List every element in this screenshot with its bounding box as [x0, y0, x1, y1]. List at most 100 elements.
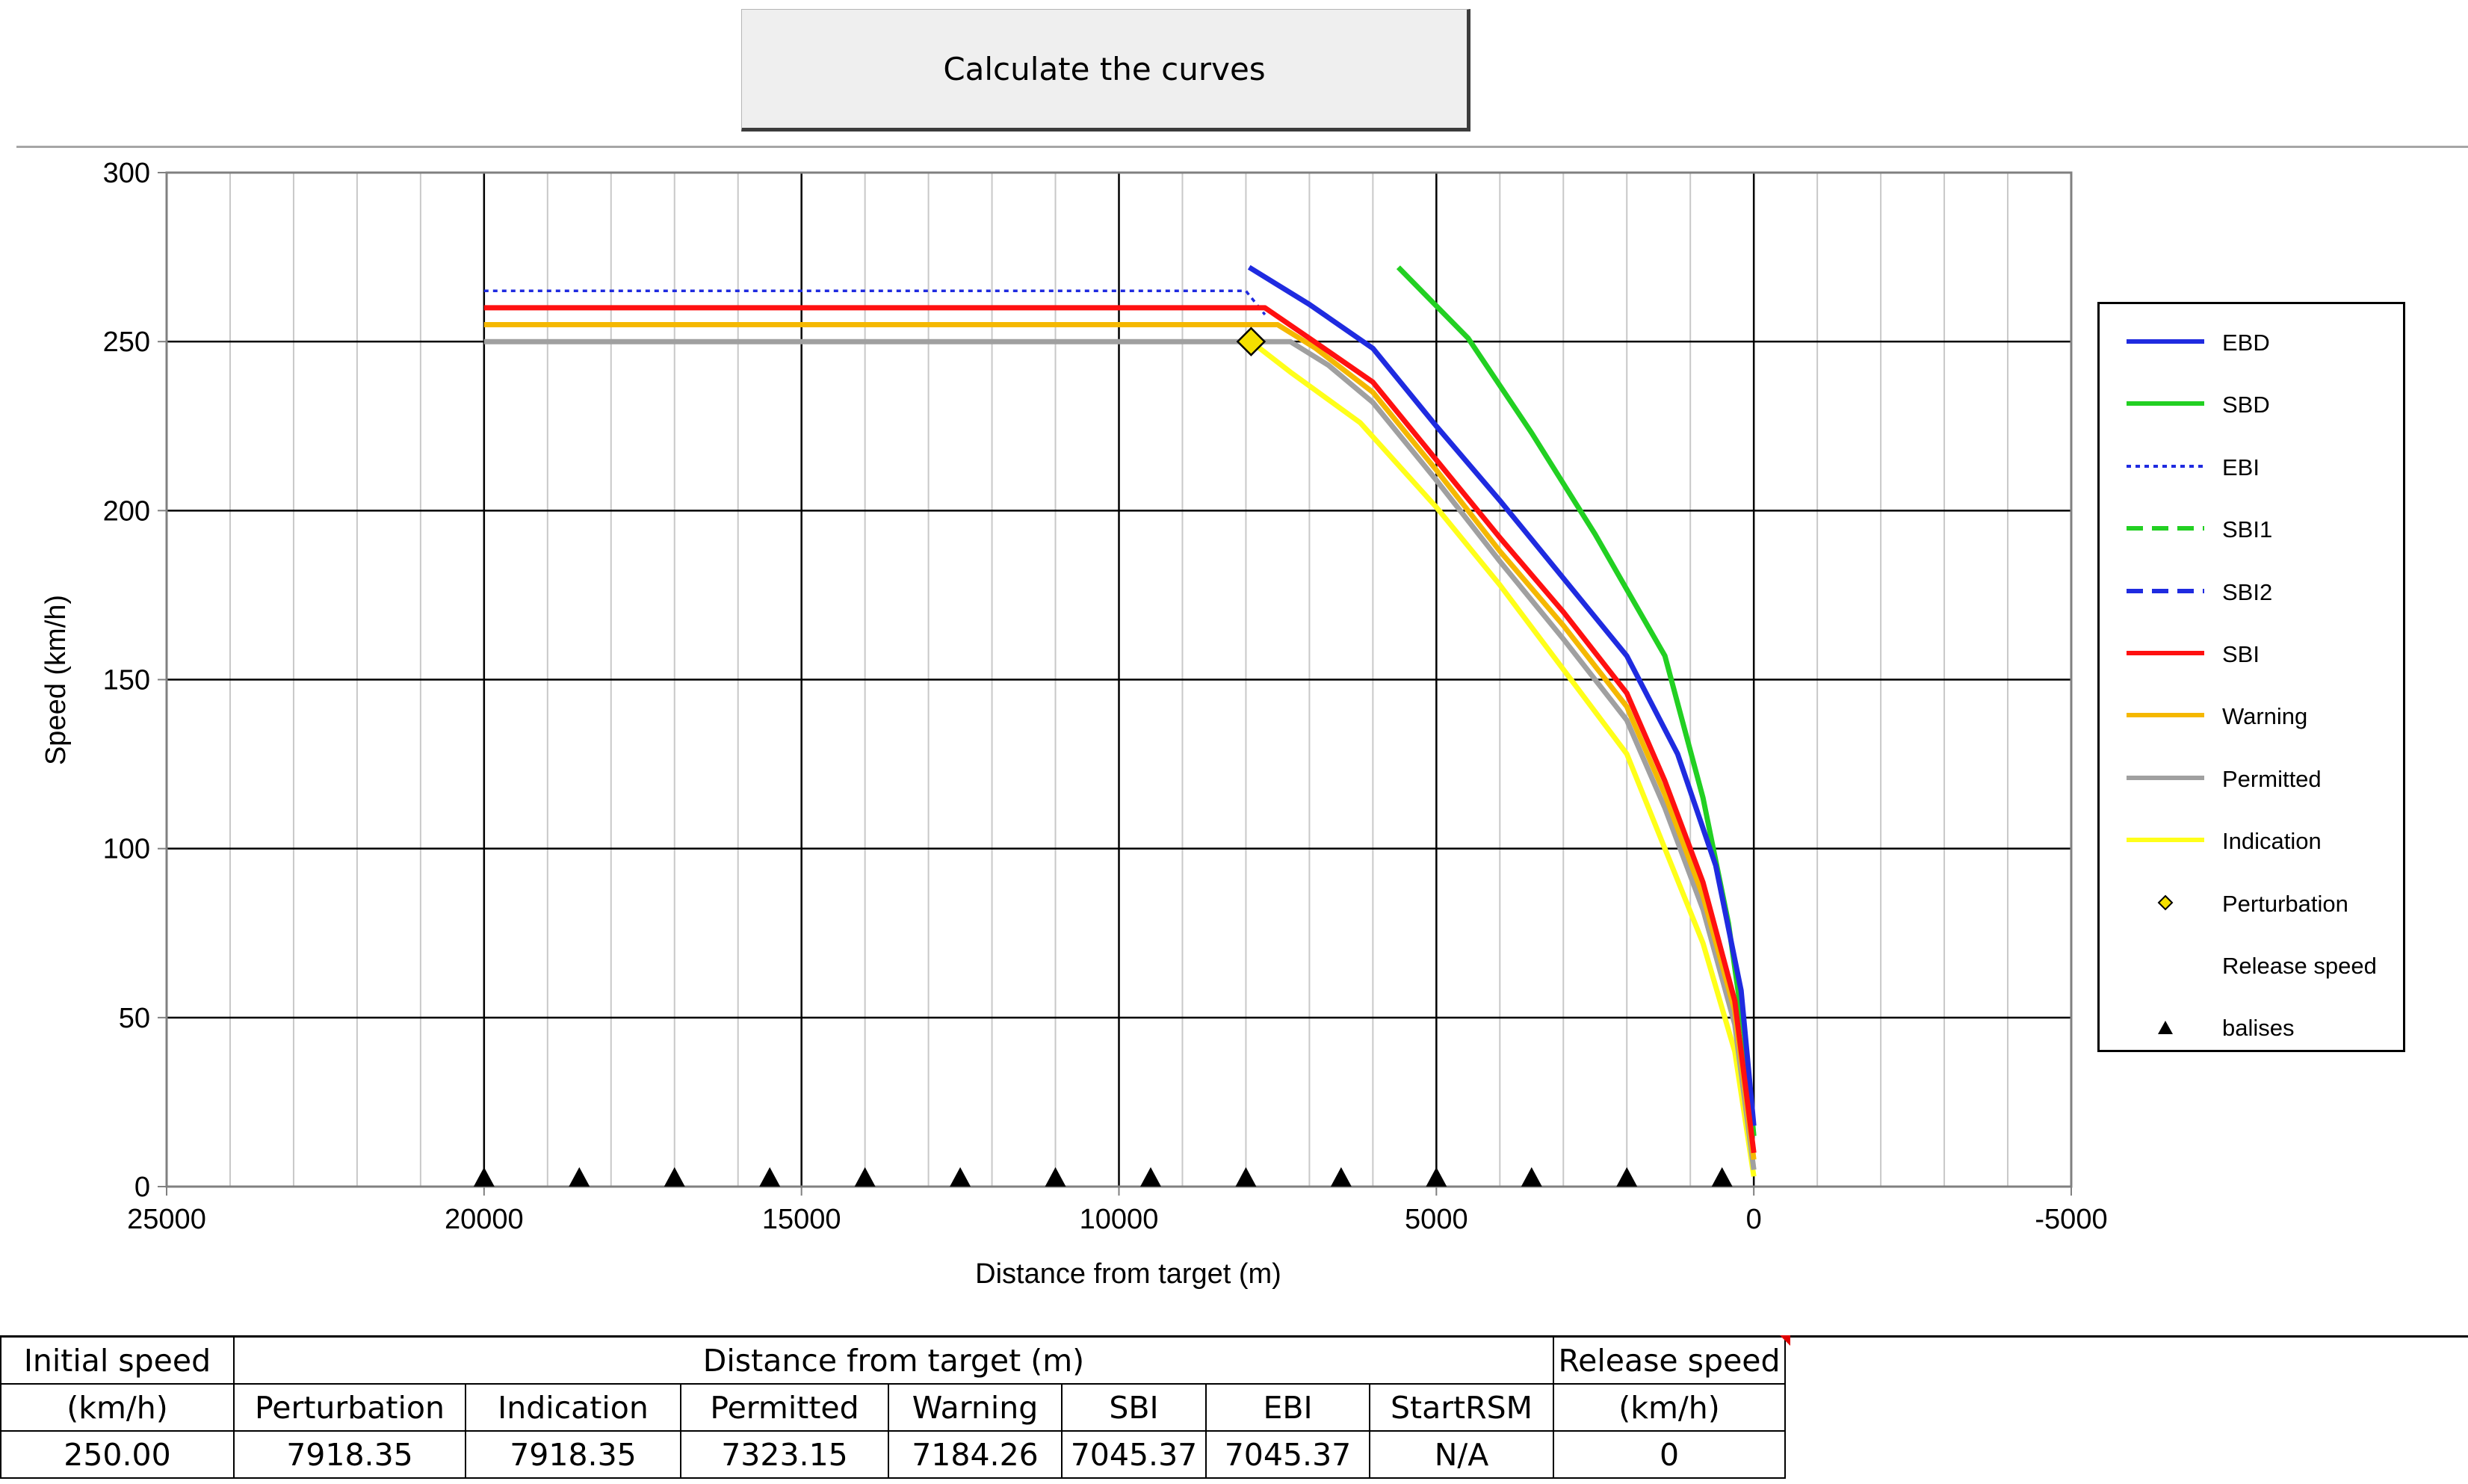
balise-marker	[1045, 1167, 1066, 1187]
series-indication	[1249, 339, 1757, 1177]
series-sbi	[483, 305, 1757, 1154]
series-ebd	[1247, 265, 1757, 1126]
indication-value: 7918.35	[465, 1430, 681, 1479]
legend-label: Warning	[2222, 703, 2308, 730]
balise-marker	[569, 1167, 590, 1187]
release-speed-value: 0	[1553, 1430, 1786, 1479]
col-sbi: SBI	[1061, 1383, 1207, 1432]
y-tick-label: 250	[103, 327, 150, 358]
legend-key	[2127, 651, 2204, 655]
series-warning	[483, 322, 1757, 1160]
ebi-value: 7045.37	[1205, 1430, 1370, 1479]
legend-label: Release speed	[2222, 953, 2377, 979]
distance-header: Distance from target (m)	[233, 1335, 1554, 1385]
legend-key	[2127, 464, 2204, 468]
legend-label: EBD	[2222, 330, 2270, 356]
y-tick-label: 50	[119, 1003, 150, 1034]
x-tick-label: -5000	[2035, 1204, 2107, 1235]
legend-label: Perturbation	[2222, 890, 2348, 917]
x-tick-label: 20000	[445, 1204, 524, 1235]
perturbation-value: 7918.35	[233, 1430, 466, 1479]
legend-key	[2127, 526, 2204, 531]
balise-marker	[1330, 1167, 1352, 1187]
legend-key	[2127, 775, 2204, 780]
legend-item-perturbation: Perturbation	[2121, 888, 2397, 918]
x-axis-title: Distance from target (m)	[975, 1258, 1281, 1290]
legend-triangle	[2158, 1021, 2173, 1035]
legend-key	[2121, 950, 2210, 980]
startrsm-value: N/A	[1369, 1430, 1554, 1479]
legend-item-ebi: EBI	[2121, 451, 2397, 481]
legend-label: SBI	[2222, 641, 2260, 667]
x-tick-label: 5000	[1405, 1204, 1468, 1235]
calculate-curves-button[interactable]: Calculate the curves	[741, 9, 1470, 132]
balise-marker	[759, 1167, 781, 1187]
legend-diamond	[2157, 894, 2174, 911]
legend-item-sbi: SBI	[2121, 638, 2397, 668]
legend-label: SBD	[2222, 392, 2270, 418]
legend-label: SBI1	[2222, 516, 2273, 543]
legend-label: Indication	[2222, 828, 2322, 855]
legend-key	[2157, 894, 2174, 911]
legend-key	[2127, 713, 2204, 718]
col-ebi: EBI	[1205, 1383, 1370, 1432]
legend-item-permitted: Permitted	[2121, 763, 2397, 793]
legend-item-ebd: EBD	[2121, 327, 2397, 356]
y-tick-label: 100	[103, 834, 150, 865]
legend-item-balises: balises	[2121, 1012, 2397, 1042]
legend-key	[2127, 838, 2204, 843]
legend-item-sbi2: SBI2	[2121, 576, 2397, 606]
balise-marker	[950, 1167, 971, 1187]
col-indication: Indication	[465, 1383, 681, 1432]
separator-line	[16, 146, 2468, 148]
permitted-value: 7323.15	[680, 1430, 889, 1479]
legend-label: balises	[2222, 1015, 2295, 1042]
legend-item-release-speed: Release speed	[2121, 950, 2397, 980]
results-table: Initial speed Distance from target (m) R…	[0, 1335, 1786, 1479]
release-speed-unit: (km/h)	[1553, 1383, 1786, 1432]
initial-speed-unit: (km/h)	[0, 1383, 235, 1432]
table-top-extension-line	[1790, 1335, 2468, 1338]
legend-item-indication: Indication	[2121, 825, 2397, 855]
series-sbd	[1396, 265, 1757, 1137]
x-tick-label: 10000	[1080, 1204, 1159, 1235]
legend-item-warning: Warning	[2121, 700, 2397, 730]
balise-marker	[473, 1167, 495, 1187]
balise-marker	[1521, 1167, 1542, 1187]
speed-distance-chart: 25000 20000 15000 10000 5000 0 -5000 0 50 100 150 2…	[40, 158, 2108, 1290]
x-tick-label: 15000	[762, 1204, 841, 1235]
legend-label: EBI	[2222, 454, 2260, 480]
balise-marker	[1235, 1167, 1257, 1187]
comment-indicator	[1780, 1335, 1790, 1346]
chart-legend: EBD SBD EBI SBI1 SBI2 SBI Warning Permitted Indi…	[2097, 302, 2405, 1052]
perturbation-marker	[1236, 327, 1267, 356]
y-axis-title: Speed (km/h)	[40, 595, 72, 765]
sbi-value: 7045.37	[1061, 1430, 1207, 1479]
y-tick-label: 300	[103, 158, 150, 189]
balise-marker	[1139, 1167, 1161, 1187]
x-tick-label: 25000	[127, 1204, 206, 1235]
chart-markers	[473, 327, 1733, 1187]
release-speed-header: Release speed	[1553, 1335, 1786, 1385]
balise-marker	[854, 1167, 876, 1187]
legend-item-sbd: SBD	[2121, 389, 2397, 418]
y-tick-label: 150	[103, 665, 150, 696]
legend-label: Permitted	[2222, 765, 2322, 792]
x-tick-label: 0	[1746, 1204, 1762, 1235]
chart-series	[483, 265, 1757, 1177]
warning-value: 7184.26	[888, 1430, 1063, 1479]
y-tick-label: 0	[134, 1172, 150, 1203]
legend-key	[2127, 588, 2204, 593]
legend-item-sbi1: SBI1	[2121, 513, 2397, 543]
series-permitted	[483, 338, 1757, 1170]
col-permitted: Permitted	[680, 1383, 889, 1432]
balise-marker	[1711, 1167, 1733, 1187]
balise-marker	[664, 1167, 685, 1187]
balise-marker	[1426, 1167, 1447, 1187]
series-ebi	[483, 289, 1267, 316]
legend-key	[2127, 339, 2204, 344]
col-warning: Warning	[888, 1383, 1063, 1432]
legend-label: SBI2	[2222, 578, 2273, 605]
initial-speed-value: 250.00	[0, 1430, 235, 1479]
initial-speed-header: Initial speed	[0, 1335, 235, 1385]
